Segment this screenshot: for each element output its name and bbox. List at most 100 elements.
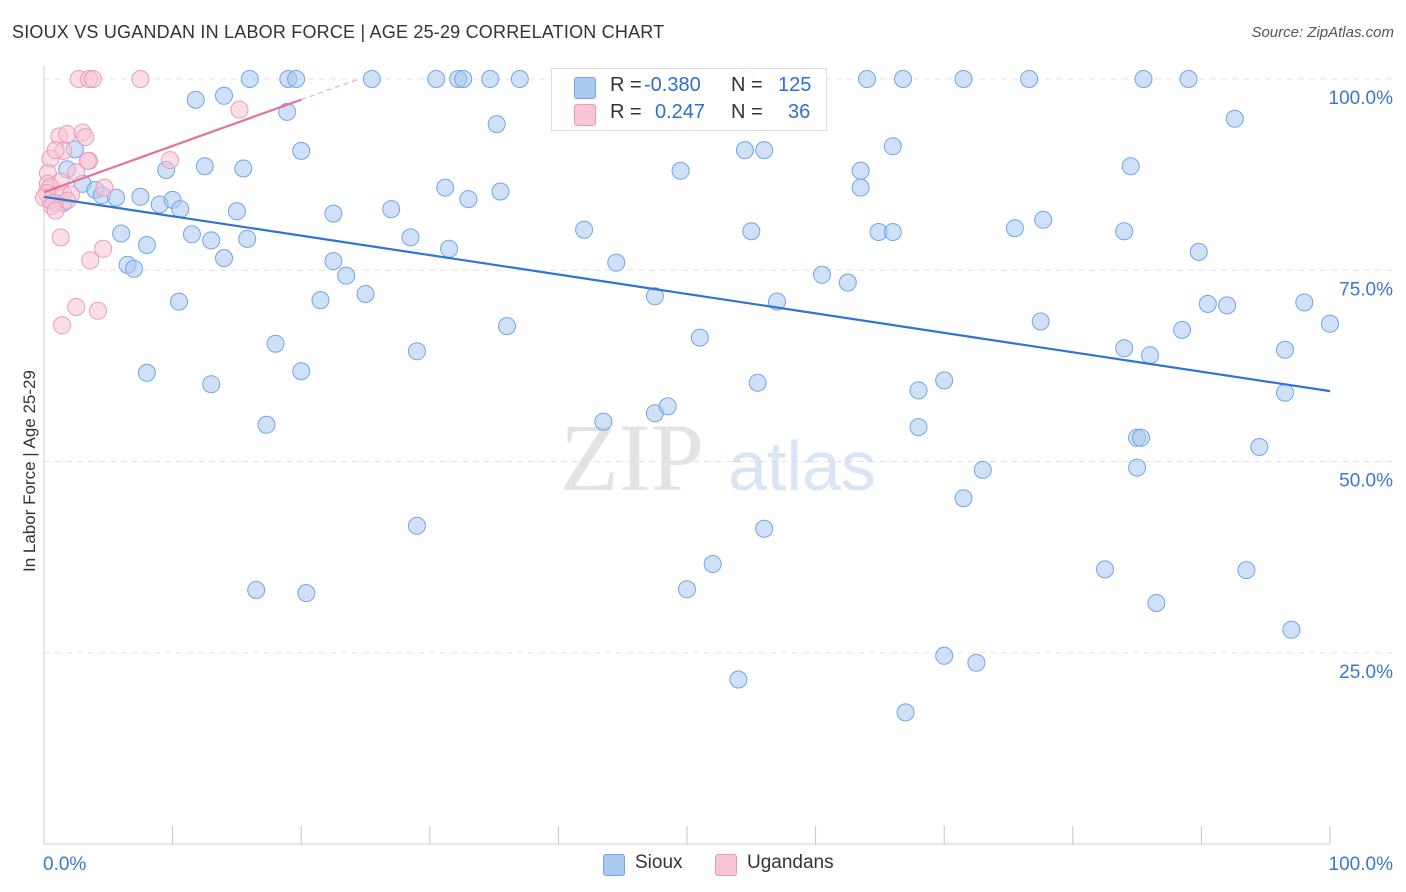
sioux-point (909, 381, 928, 400)
sioux-point (1121, 157, 1140, 176)
sioux-point (594, 412, 613, 431)
sioux-point (227, 202, 246, 221)
sioux-point (883, 223, 902, 241)
sioux-legend-label: Sioux (635, 852, 683, 873)
sioux-point (137, 236, 156, 254)
sioux-point (324, 204, 343, 223)
sioux-point (459, 190, 478, 209)
watermark-atlas: atlas (728, 427, 876, 505)
ugandans-r-value: 0.247 (655, 101, 706, 123)
sioux-point (838, 273, 857, 292)
sioux-point (1218, 296, 1237, 315)
ugandans-point (67, 298, 86, 316)
sioux-point (362, 70, 381, 88)
sioux-point (215, 86, 233, 105)
sioux-point (1005, 219, 1024, 238)
ugandans-point (81, 251, 100, 270)
sioux-point (851, 161, 870, 180)
sioux-point (107, 188, 125, 207)
sioux-point (735, 141, 754, 160)
sioux-point (894, 70, 912, 88)
ugandans-point (53, 316, 71, 335)
watermark-zip: ZIP (560, 404, 704, 511)
sioux-point (1096, 560, 1114, 579)
sioux-point (382, 200, 401, 219)
sioux-point (954, 489, 973, 508)
sioux-point (575, 220, 594, 239)
y-axis-label: In Labor Force | Age 25-29 (20, 370, 39, 572)
sioux-point (703, 555, 722, 573)
sioux-point (125, 259, 143, 278)
ugandans-point (51, 228, 70, 247)
ugandans-legend-swatch (715, 854, 737, 876)
sioux-point (131, 187, 150, 206)
n-label: N = (731, 101, 763, 123)
sioux-point (247, 581, 266, 599)
sioux-n-value: 125 (778, 74, 812, 96)
sioux-r-value: -0.380 (644, 74, 701, 96)
x-tick-label-min: 0.0% (43, 854, 86, 875)
sioux-point (170, 292, 188, 311)
ugandans-point (131, 70, 150, 88)
sioux-point (729, 670, 748, 689)
sioux-point (257, 415, 276, 434)
sioux-point (356, 285, 375, 303)
series-legend: Sioux Ugandans (0, 850, 1406, 880)
sioux-point (137, 363, 156, 382)
sioux-point (658, 397, 677, 416)
sioux-point (1295, 293, 1314, 312)
ugandans-legend-label: Ugandans (747, 852, 834, 873)
sioux-point (954, 70, 973, 88)
ugandans-point (161, 151, 179, 170)
sioux-point (1115, 222, 1134, 241)
sioux-point (481, 70, 500, 88)
sioux-point (1237, 561, 1256, 580)
sioux-point (1147, 594, 1166, 612)
sioux-point (748, 373, 767, 392)
ugandans-point (46, 141, 65, 160)
stats-legend: R = -0.380 N = 125 R = 0.247 N = 36 (551, 68, 827, 131)
sioux-point (813, 265, 831, 284)
sioux-point (454, 70, 473, 88)
sioux-point (407, 342, 426, 361)
sioux-point (215, 249, 233, 267)
sioux-point (671, 161, 690, 180)
sioux-point (1031, 312, 1050, 331)
sioux-point (240, 70, 259, 88)
sioux-point (1179, 70, 1198, 88)
ugandans-n-value: 36 (788, 101, 811, 123)
sioux-point (297, 584, 316, 603)
sioux-point (311, 291, 330, 310)
sioux-point (1189, 242, 1208, 261)
sioux-point (436, 178, 455, 197)
sioux-point (487, 115, 506, 134)
trend-layer (43, 78, 1331, 393)
grid-layer (44, 78, 1395, 654)
y-tick-label: 25.0% (1339, 662, 1393, 683)
sioux-point (1115, 339, 1134, 358)
sioux-trend-line (43, 195, 1331, 393)
sioux-point (510, 70, 529, 88)
sioux-point (202, 231, 221, 250)
sioux-point (1225, 109, 1244, 128)
ugandans-trend-line (43, 98, 302, 194)
sioux-point (171, 200, 190, 219)
sioux-point (742, 222, 761, 241)
sioux-point (755, 141, 774, 160)
sioux-point (909, 418, 928, 437)
sioux-point (896, 703, 915, 722)
sioux-point (607, 253, 626, 272)
sioux-point (266, 334, 285, 353)
r-label: R = (610, 74, 642, 96)
sioux-point (1020, 70, 1039, 88)
y-tick-label: 100.0% (1329, 88, 1394, 109)
ugandans-point (46, 201, 65, 220)
sioux-point (1198, 294, 1217, 313)
sioux-point (278, 102, 297, 121)
sioux-point (234, 159, 253, 178)
sioux-point (1250, 438, 1269, 456)
sioux-swatch (574, 77, 596, 99)
sioux-point (755, 519, 774, 538)
sioux-point (1276, 383, 1294, 402)
chart-title: SIOUX VS UGANDAN IN LABOR FORCE | AGE 25… (12, 22, 665, 42)
